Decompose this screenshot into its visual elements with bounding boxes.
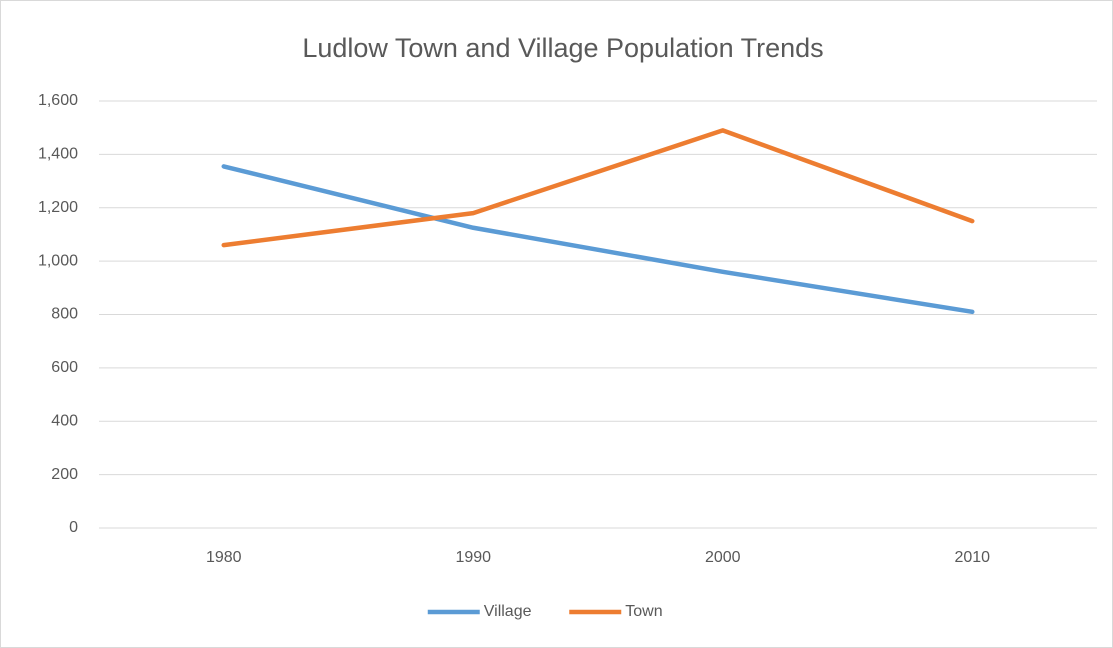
y-tick-label: 800 xyxy=(51,306,78,323)
x-tick-label: 1980 xyxy=(206,549,242,566)
legend-label: Village xyxy=(484,603,532,620)
x-tick-label: 2000 xyxy=(705,549,741,566)
y-tick-label: 1,000 xyxy=(38,252,78,269)
y-tick-label: 400 xyxy=(51,412,78,429)
x-tick-label: 1990 xyxy=(455,549,491,566)
series-line xyxy=(221,164,975,315)
y-tick-label: 1,600 xyxy=(38,92,78,109)
y-tick-label: 1,200 xyxy=(38,199,78,216)
x-tick-label: 2010 xyxy=(954,549,990,566)
y-tick-label: 0 xyxy=(69,519,78,536)
y-tick-label: 600 xyxy=(51,359,78,376)
y-tick-label: 1,400 xyxy=(38,146,78,163)
legend-label: Town xyxy=(625,603,662,620)
chart-title: Ludlow Town and Village Population Trend… xyxy=(302,33,823,63)
series-line xyxy=(221,128,975,248)
y-tick-label: 200 xyxy=(51,466,78,483)
